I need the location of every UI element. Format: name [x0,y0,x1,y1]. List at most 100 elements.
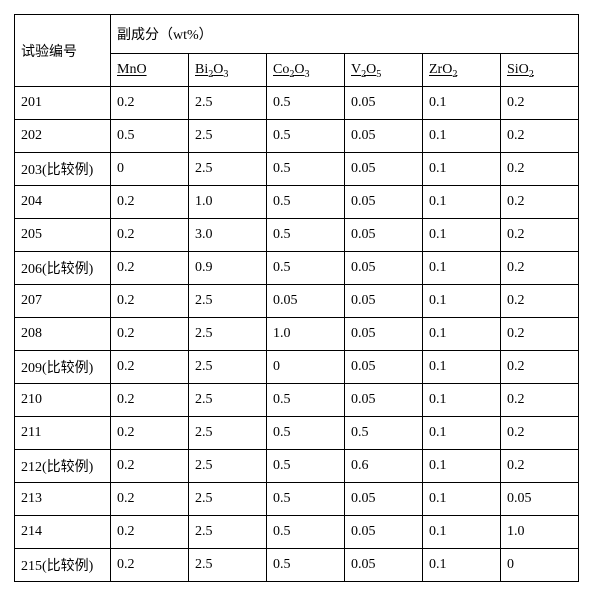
subheader-col-1: Bi2O3 [189,54,267,87]
cell-value-col-5: 0.2 [501,186,579,219]
table-row: 2070.22.50.050.050.10.2 [15,285,579,318]
table-row: 2130.22.50.50.050.10.05 [15,483,579,516]
cell-value-col-4: 0.1 [423,450,501,483]
cell-value-col-4: 0.1 [423,384,501,417]
table-row: 2050.23.00.50.050.10.2 [15,219,579,252]
table-header: 试验编号 副成分（wt%） MnOBi2O3Co2O3V2O5ZrO2SiO2 [15,15,579,87]
cell-value-col-3: 0.5 [345,417,423,450]
cell-value-col-3: 0.05 [345,219,423,252]
cell-value-col-1: 2.5 [189,417,267,450]
cell-value-col-3: 0.05 [345,153,423,186]
cell-value-col-1: 2.5 [189,153,267,186]
cell-test-id: 209(比较例) [15,351,111,384]
cell-value-col-0: 0.2 [111,285,189,318]
subheader-col-5: SiO2 [501,54,579,87]
cell-value-col-0: 0.2 [111,219,189,252]
cell-value-col-1: 2.5 [189,450,267,483]
subheader-col-4: ZrO2 [423,54,501,87]
cell-value-col-2: 0.5 [267,120,345,153]
cell-value-col-2: 0.5 [267,384,345,417]
cell-value-col-5: 0.2 [501,384,579,417]
cell-value-col-4: 0.1 [423,120,501,153]
cell-value-col-2: 0.5 [267,87,345,120]
cell-test-id: 214 [15,516,111,549]
cell-value-col-0: 0.2 [111,87,189,120]
table-body: 2010.22.50.50.050.10.22020.52.50.50.050.… [15,87,579,582]
cell-test-id: 207 [15,285,111,318]
cell-test-id: 203(比较例) [15,153,111,186]
cell-value-col-0: 0.2 [111,483,189,516]
table-row: 206(比较例)0.20.90.50.050.10.2 [15,252,579,285]
cell-test-id: 215(比较例) [15,549,111,582]
cell-value-col-1: 2.5 [189,285,267,318]
header-test-number: 试验编号 [15,15,111,87]
table-row: 2020.52.50.50.050.10.2 [15,120,579,153]
cell-value-col-2: 0.5 [267,186,345,219]
cell-value-col-2: 0 [267,351,345,384]
table-row: 2080.22.51.00.050.10.2 [15,318,579,351]
cell-value-col-1: 0.9 [189,252,267,285]
cell-value-col-1: 2.5 [189,549,267,582]
cell-value-col-3: 0.05 [345,120,423,153]
cell-value-col-3: 0.05 [345,186,423,219]
cell-value-col-5: 0 [501,549,579,582]
cell-test-id: 205 [15,219,111,252]
cell-value-col-0: 0.2 [111,450,189,483]
cell-value-col-3: 0.05 [345,483,423,516]
cell-value-col-2: 0.5 [267,153,345,186]
cell-value-col-5: 0.2 [501,219,579,252]
cell-value-col-3: 0.05 [345,351,423,384]
table-row: 2040.21.00.50.050.10.2 [15,186,579,219]
table-row: 2100.22.50.50.050.10.2 [15,384,579,417]
header-sub-components: 副成分（wt%） [111,15,579,54]
table-row: 2010.22.50.50.050.10.2 [15,87,579,120]
cell-value-col-3: 0.05 [345,87,423,120]
cell-value-col-1: 3.0 [189,219,267,252]
cell-value-col-4: 0.1 [423,153,501,186]
cell-value-col-5: 0.2 [501,450,579,483]
cell-value-col-2: 0.5 [267,417,345,450]
cell-value-col-4: 0.1 [423,417,501,450]
cell-value-col-5: 1.0 [501,516,579,549]
cell-test-id: 204 [15,186,111,219]
cell-value-col-1: 1.0 [189,186,267,219]
cell-value-col-5: 0.2 [501,318,579,351]
cell-value-col-4: 0.1 [423,516,501,549]
table-row: 209(比较例)0.22.500.050.10.2 [15,351,579,384]
cell-value-col-5: 0.05 [501,483,579,516]
table-row: 203(比较例)02.50.50.050.10.2 [15,153,579,186]
cell-test-id: 210 [15,384,111,417]
cell-value-col-0: 0.2 [111,186,189,219]
cell-value-col-2: 0.5 [267,219,345,252]
cell-test-id: 206(比较例) [15,252,111,285]
cell-value-col-4: 0.1 [423,318,501,351]
cell-test-id: 202 [15,120,111,153]
cell-value-col-1: 2.5 [189,483,267,516]
cell-value-col-1: 2.5 [189,87,267,120]
subheader-col-3: V2O5 [345,54,423,87]
subheader-col-0: MnO [111,54,189,87]
cell-value-col-0: 0 [111,153,189,186]
cell-value-col-5: 0.2 [501,87,579,120]
cell-value-col-1: 2.5 [189,120,267,153]
cell-value-col-0: 0.2 [111,318,189,351]
cell-value-col-5: 0.2 [501,153,579,186]
cell-value-col-0: 0.2 [111,549,189,582]
cell-value-col-2: 0.5 [267,516,345,549]
cell-value-col-4: 0.1 [423,351,501,384]
cell-value-col-3: 0.6 [345,450,423,483]
cell-value-col-5: 0.2 [501,120,579,153]
cell-test-id: 212(比较例) [15,450,111,483]
cell-value-col-4: 0.1 [423,483,501,516]
cell-value-col-5: 0.2 [501,285,579,318]
cell-value-col-4: 0.1 [423,219,501,252]
cell-value-col-0: 0.5 [111,120,189,153]
cell-value-col-4: 0.1 [423,285,501,318]
table-row: 2140.22.50.50.050.11.0 [15,516,579,549]
cell-value-col-1: 2.5 [189,351,267,384]
cell-value-col-3: 0.05 [345,318,423,351]
cell-value-col-2: 1.0 [267,318,345,351]
cell-value-col-2: 0.5 [267,450,345,483]
cell-value-col-2: 0.5 [267,252,345,285]
table-row: 2110.22.50.50.50.10.2 [15,417,579,450]
